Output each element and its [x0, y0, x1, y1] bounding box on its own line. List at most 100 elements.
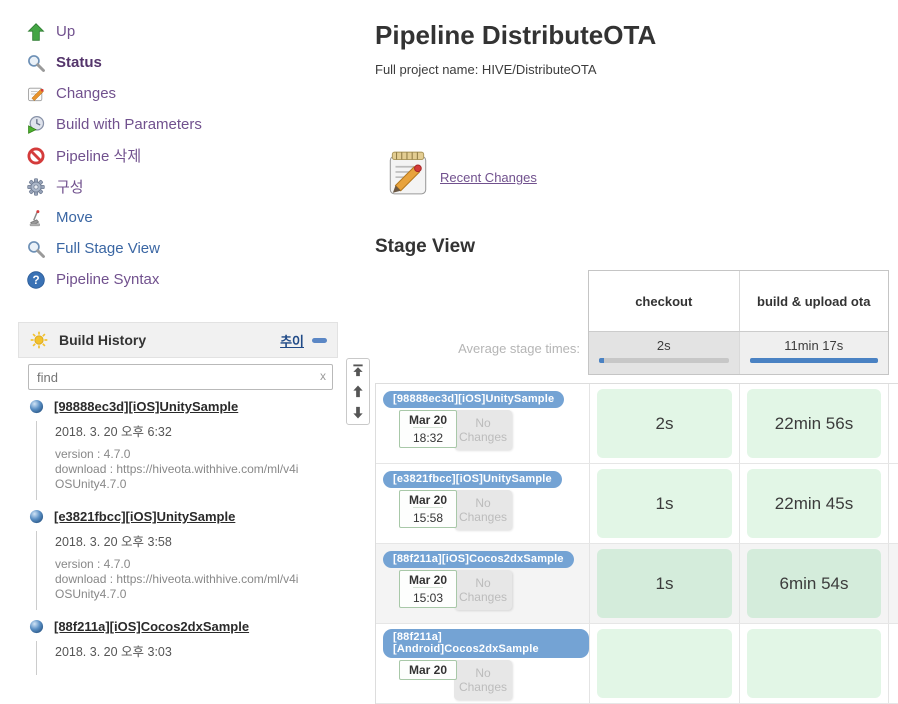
full-project-name: Full project name: HIVE/DistributeOTA [375, 62, 597, 77]
run-date-box[interactable]: Mar 20 15:58 [399, 490, 457, 528]
stage-duration[interactable]: 22min 45s [747, 469, 881, 538]
stage-duration[interactable] [597, 629, 732, 698]
run-date: Mar 20 [408, 663, 448, 677]
sidebar-item-label[interactable]: Pipeline Syntax [56, 271, 160, 288]
sidebar-menu: Up Status Changes Build with Parameters … [24, 16, 324, 295]
stage-cell-build-upload-ota: 22min 45s [739, 464, 889, 543]
build-description-version: version : 4.7.0 [55, 447, 131, 461]
stage-cell-checkout: 2s [589, 384, 739, 463]
stage-duration[interactable]: 1s [597, 549, 732, 618]
build-timestamp: 2018. 3. 20 오후 6:32 [55, 425, 172, 439]
sidebar-item-label[interactable]: Build with Parameters [56, 116, 202, 133]
scroll-up-icon[interactable] [351, 385, 365, 398]
average-time-cell: 11min 17s [738, 332, 888, 374]
average-time-value: 2s [656, 338, 671, 353]
sidebar-item-label[interactable]: 구성 [56, 179, 84, 196]
sidebar-item-move[interactable]: Move [24, 202, 324, 233]
sidebar-item-full-stage-view[interactable]: Full Stage View [24, 233, 324, 264]
notepad-pencil-icon [383, 148, 433, 198]
trend-link[interactable]: 추이 [280, 333, 304, 349]
build-link[interactable]: [e3821fbcc][iOS]UnitySample [54, 509, 236, 524]
stage-column-header-build-upload-ota: build & upload ota [738, 271, 889, 331]
sidebar-item-label[interactable]: Changes [56, 85, 117, 102]
no-changes-box: No Changes [454, 660, 512, 700]
build-link[interactable]: [88f211a][iOS]Cocos2dxSample [54, 619, 250, 634]
run-time: 18:32 [412, 427, 444, 448]
sidebar-item-label[interactable]: Pipeline 삭제 [56, 148, 142, 165]
build-history-entry: [e3821fbcc][iOS]UnitySample 2018. 3. 20 … [18, 508, 338, 610]
help-icon: ? [24, 269, 48, 291]
build-history-header: Build History 추이 [18, 322, 338, 358]
stage-duration[interactable]: 1s [597, 469, 732, 538]
svg-text:?: ? [32, 274, 39, 287]
no-changes-box: No Changes [454, 570, 512, 610]
collapse-dash-icon[interactable] [312, 337, 327, 343]
sidebar-item-label[interactable]: Up [56, 23, 76, 40]
no-changes-box: No Changes [454, 410, 512, 450]
stage-cell-checkout [589, 624, 739, 703]
sidebar-item-up[interactable]: Up [24, 16, 324, 47]
build-history-list: [98888ec3d][iOS]UnitySample 2018. 3. 20 … [18, 398, 338, 675]
run-row: [88f211a][Android]Cocos2dxSample Mar 20 … [376, 624, 898, 704]
build-history-entry: [88f211a][iOS]Cocos2dxSample 2018. 3. 20… [18, 618, 338, 675]
build-description-download: download : https://hiveota.withhive.com/… [55, 462, 299, 491]
stage-duration[interactable] [747, 629, 881, 698]
build-history-search-input[interactable] [28, 364, 333, 390]
build-clock-icon [24, 114, 48, 136]
run-badge[interactable]: [e3821fbcc][iOS]UnitySample [383, 471, 562, 488]
build-status-ball-icon [29, 509, 44, 524]
stage-view-runs-table: [98888ec3d][iOS]UnitySample Mar 20 18:32… [375, 383, 898, 704]
delete-icon [24, 145, 48, 167]
recent-changes-link[interactable]: Recent Changes [440, 170, 537, 185]
move-lever-icon [24, 207, 48, 229]
search-icon [24, 52, 48, 74]
scroll-down-icon[interactable] [351, 406, 365, 419]
stage-cell-checkout: 1s [589, 544, 739, 623]
run-badge[interactable]: [88f211a][iOS]Cocos2dxSample [383, 551, 574, 568]
build-description-version: version : 4.7.0 [55, 557, 131, 571]
sidebar-item-label[interactable]: Full Stage View [56, 240, 160, 257]
run-time: 15:03 [412, 587, 444, 608]
stage-column-header-checkout: checkout [635, 293, 693, 309]
sidebar-item-status[interactable]: Status [24, 47, 324, 78]
stage-cell-checkout: 1s [589, 464, 739, 543]
changes-icon [24, 83, 48, 105]
sidebar-item-changes[interactable]: Changes [24, 78, 324, 109]
run-row: [88f211a][iOS]Cocos2dxSample Mar 20 15:0… [376, 544, 898, 624]
average-time-cell: 2s [589, 332, 739, 374]
stage-duration[interactable]: 6min 54s [747, 549, 881, 618]
sidebar-item-build-with-parameters[interactable]: Build with Parameters [24, 109, 324, 140]
gear-icon [24, 176, 48, 198]
run-date: Mar 20 [408, 413, 448, 427]
run-date-box[interactable]: Mar 20 15:03 [399, 570, 457, 608]
clear-search-icon[interactable]: x [320, 369, 326, 383]
sidebar-item-pipeline-syntax[interactable]: ? Pipeline Syntax [24, 264, 324, 295]
stage-view-title: Stage View [375, 236, 475, 257]
run-time: 15:58 [412, 507, 444, 528]
build-history-title: Build History [59, 332, 147, 348]
average-time-bar [749, 358, 878, 363]
run-date-box[interactable]: Mar 20 [399, 660, 457, 680]
run-row: [e3821fbcc][iOS]UnitySample Mar 20 15:58… [376, 464, 898, 544]
no-changes-box: No Changes [454, 490, 512, 530]
run-row: [98888ec3d][iOS]UnitySample Mar 20 18:32… [376, 384, 898, 464]
stage-duration[interactable]: 2s [597, 389, 732, 458]
run-badge[interactable]: [88f211a][Android]Cocos2dxSample [383, 629, 589, 658]
sidebar-item-pipeline-delete[interactable]: Pipeline 삭제 [24, 140, 324, 171]
sidebar-item-label[interactable]: Status [56, 54, 102, 71]
scroll-to-top-icon[interactable] [351, 364, 365, 377]
average-stage-times-label: Average stage times: [458, 341, 580, 356]
run-badge[interactable]: [98888ec3d][iOS]UnitySample [383, 391, 565, 408]
average-time-value: 11min 17s [784, 338, 844, 353]
run-date-box[interactable]: Mar 20 18:32 [399, 410, 457, 448]
sidebar-item-label[interactable]: Move [56, 209, 93, 226]
build-link[interactable]: [98888ec3d][iOS]UnitySample [54, 399, 239, 414]
sidebar-item-configure[interactable]: 구성 [24, 171, 324, 202]
average-time-bar [599, 358, 729, 363]
build-description-download: download : https://hiveota.withhive.com/… [55, 572, 299, 601]
stage-duration[interactable]: 22min 56s [747, 389, 881, 458]
build-status-ball-icon [29, 399, 44, 414]
run-date: Mar 20 [408, 573, 448, 587]
build-timestamp: 2018. 3. 20 오후 3:03 [55, 645, 172, 659]
stage-cell-build-upload-ota: 22min 56s [739, 384, 889, 463]
